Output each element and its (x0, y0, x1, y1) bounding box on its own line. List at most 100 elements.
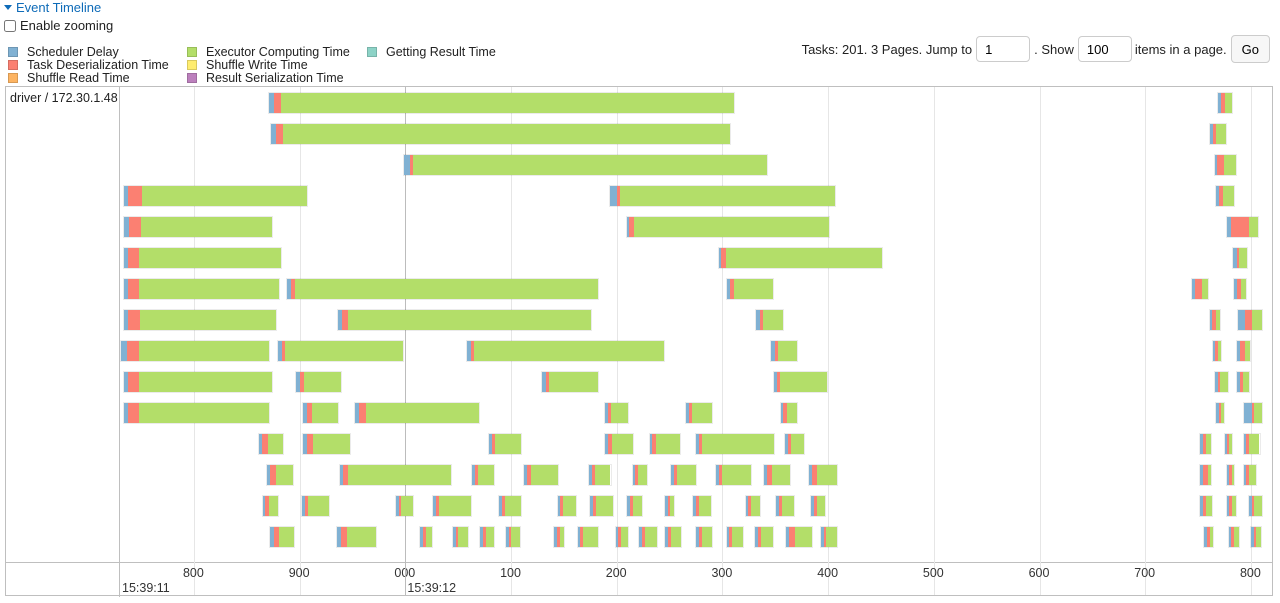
task-bar[interactable] (498, 495, 522, 517)
task-bar[interactable] (718, 247, 884, 269)
task-bar[interactable] (465, 340, 666, 362)
task-bar[interactable] (265, 464, 295, 486)
task-bar[interactable] (1213, 371, 1229, 393)
task-bar[interactable] (336, 309, 593, 331)
task-bar[interactable] (1223, 433, 1233, 455)
task-bar[interactable] (261, 495, 279, 517)
task-bar[interactable] (277, 340, 405, 362)
task-bar[interactable] (451, 526, 469, 548)
task-bar[interactable] (819, 526, 838, 548)
task-bar[interactable] (755, 309, 784, 331)
task-bar[interactable] (479, 526, 496, 548)
task-bar[interactable] (269, 526, 296, 548)
task-bar[interactable] (1227, 526, 1241, 548)
task-bar[interactable] (695, 526, 713, 548)
task-bar[interactable] (810, 495, 827, 517)
task-bar[interactable] (123, 185, 309, 207)
page-jump-input[interactable] (976, 36, 1031, 62)
task-bar[interactable] (754, 526, 775, 548)
task-bar[interactable] (1231, 247, 1248, 269)
task-bar[interactable] (123, 247, 282, 269)
task-bar[interactable] (1211, 340, 1223, 362)
task-bar[interactable] (1225, 495, 1238, 517)
task-bar[interactable] (588, 464, 612, 486)
task-bar[interactable] (685, 402, 713, 424)
task-bar[interactable] (556, 495, 577, 517)
task-bar[interactable] (626, 216, 831, 238)
task-bar[interactable] (725, 278, 775, 300)
task-bar[interactable] (604, 402, 630, 424)
task-bar[interactable] (808, 464, 838, 486)
task-bar[interactable] (631, 464, 649, 486)
task-bar[interactable] (614, 526, 630, 548)
task-bar[interactable] (123, 371, 274, 393)
task-bar[interactable] (285, 278, 599, 300)
task-bar[interactable] (609, 185, 836, 207)
task-bar[interactable] (123, 309, 278, 331)
task-bar[interactable] (664, 495, 675, 517)
task-bar[interactable] (1190, 278, 1209, 300)
task-bar[interactable] (1247, 495, 1263, 517)
task-bar[interactable] (1236, 371, 1250, 393)
task-bar[interactable] (1199, 495, 1213, 517)
task-bar[interactable] (123, 278, 280, 300)
task-bar[interactable] (300, 495, 331, 517)
task-bar[interactable] (1215, 402, 1225, 424)
task-bar[interactable] (123, 402, 271, 424)
go-button[interactable]: Go (1230, 35, 1270, 63)
task-bar[interactable] (626, 495, 644, 517)
task-bar[interactable] (1217, 92, 1233, 114)
task-bar[interactable] (1242, 433, 1261, 455)
task-bar[interactable] (1199, 464, 1212, 486)
task-bar[interactable] (576, 526, 599, 548)
task-bar[interactable] (762, 464, 792, 486)
task-bar[interactable] (589, 495, 614, 517)
task-bar[interactable] (1242, 402, 1263, 424)
task-bar[interactable] (553, 526, 565, 548)
event-timeline-toggle[interactable]: Event Timeline (4, 0, 101, 15)
task-bar[interactable] (1199, 433, 1212, 455)
task-bar[interactable] (123, 216, 274, 238)
task-bar[interactable] (1215, 185, 1236, 207)
task-bar[interactable] (270, 123, 731, 145)
task-bar[interactable] (295, 371, 342, 393)
task-bar[interactable] (338, 464, 452, 486)
task-bar[interactable] (744, 495, 761, 517)
task-bar[interactable] (419, 526, 433, 548)
task-bar[interactable] (695, 433, 776, 455)
task-bar[interactable] (779, 402, 798, 424)
task-bar[interactable] (394, 495, 414, 517)
task-bar[interactable] (1233, 278, 1247, 300)
task-bar[interactable] (1242, 464, 1258, 486)
task-bar[interactable] (403, 154, 768, 176)
task-bar[interactable] (267, 92, 736, 114)
task-bar[interactable] (522, 464, 559, 486)
task-bar[interactable] (773, 371, 829, 393)
task-bar[interactable] (775, 495, 796, 517)
task-bar[interactable] (664, 526, 683, 548)
task-bar[interactable] (691, 495, 712, 517)
task-bar[interactable] (725, 526, 744, 548)
task-bar[interactable] (1249, 526, 1262, 548)
task-bar[interactable] (1213, 154, 1238, 176)
task-bar[interactable] (1236, 340, 1251, 362)
task-bar[interactable] (301, 433, 352, 455)
task-bar[interactable] (648, 433, 682, 455)
task-bar[interactable] (487, 433, 522, 455)
enable-zooming-checkbox[interactable] (4, 19, 16, 32)
page-size-input[interactable] (1077, 36, 1132, 62)
task-bar[interactable] (784, 526, 814, 548)
task-bar[interactable] (715, 464, 753, 486)
task-bar[interactable] (353, 402, 481, 424)
task-bar[interactable] (1208, 309, 1222, 331)
task-bar[interactable] (504, 526, 521, 548)
task-bar[interactable] (120, 340, 271, 362)
task-bar[interactable] (335, 526, 377, 548)
task-bar[interactable] (1203, 526, 1214, 548)
task-bar[interactable] (540, 371, 599, 393)
task-bar[interactable] (470, 464, 496, 486)
task-bar[interactable] (258, 433, 284, 455)
timeline-plot-area[interactable]: 800 900 000 100 200 300 400 500 600 700 800 15:39:1… (120, 87, 1272, 595)
task-bar[interactable] (637, 526, 658, 548)
task-bar[interactable] (1237, 309, 1263, 331)
